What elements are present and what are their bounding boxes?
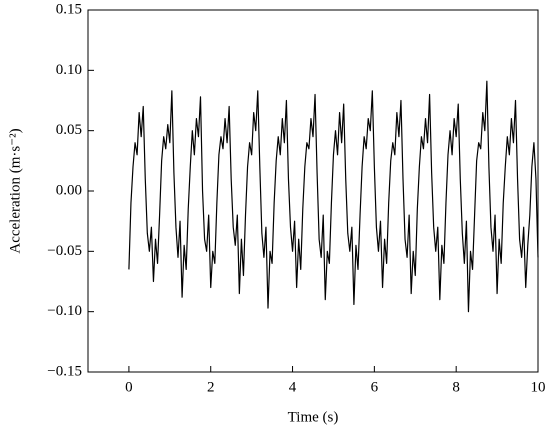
y-tick-label: −0.10 [47,303,82,319]
y-tick-label: 0.05 [56,122,82,138]
x-tick-label: 8 [452,379,460,395]
y-tick-label: 0.10 [56,62,82,78]
x-tick-label: 2 [207,379,215,395]
x-tick-label: 6 [371,379,379,395]
line-series [128,80,539,313]
y-tick-label: −0.05 [47,243,82,259]
x-axis-label: Time (s) [288,409,339,425]
x-tick-label: 4 [289,379,297,395]
y-axis-label: Acceleration (m·s⁻²) [7,128,23,253]
y-tick-label: −0.15 [47,363,82,379]
y-tick-label: 0.15 [56,1,82,17]
plot-frame [87,9,539,373]
x-tick-label: 0 [125,379,133,395]
x-tick-label: 10 [531,379,546,395]
y-tick-label: 0.00 [56,182,82,198]
